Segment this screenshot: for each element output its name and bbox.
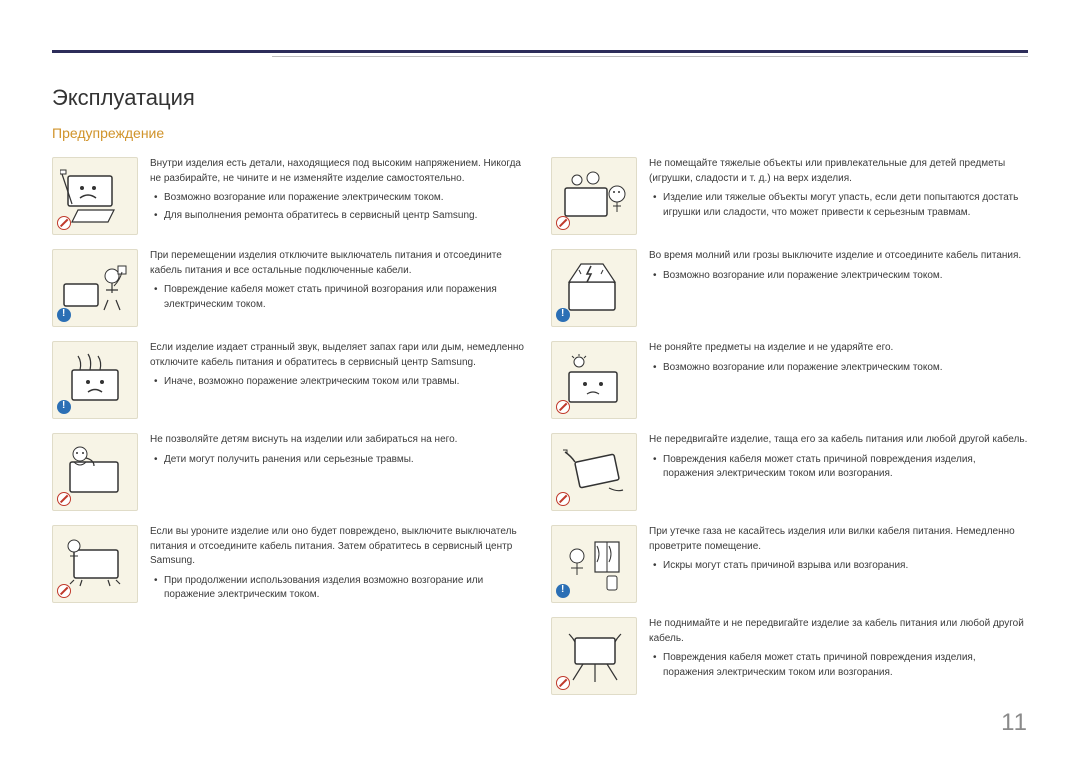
right-column: Не помещайте тяжелые объекты или привлек…: [551, 157, 1028, 709]
bullet: Возможно возгорание или поражение электр…: [649, 361, 1028, 376]
safety-item: При перемещении изделия отключите выключ…: [52, 249, 529, 327]
lead-text: При утечке газа не касайтесь изделия или…: [649, 525, 1028, 554]
safety-text: Если изделие издает странный звук, выдел…: [150, 341, 529, 419]
lead-text: Если изделие издает странный звук, выдел…: [150, 341, 529, 370]
safety-text: Во время молний или грозы выключите изде…: [649, 249, 1028, 327]
bullet: Искры могут стать причиной взрыва или во…: [649, 559, 1028, 574]
safety-item: Во время молний или грозы выключите изде…: [551, 249, 1028, 327]
safety-text: Внутри изделия есть детали, находящиеся …: [150, 157, 529, 235]
caution-icon: [57, 400, 71, 414]
caution-icon: [556, 584, 570, 598]
safety-item: Внутри изделия есть детали, находящиеся …: [52, 157, 529, 235]
safety-text: Не позволяйте детям виснуть на изделии и…: [150, 433, 529, 511]
left-column: Внутри изделия есть детали, находящиеся …: [52, 157, 529, 709]
bullet: Повреждение кабеля может стать причиной …: [150, 283, 529, 312]
illustration-no-impact: [551, 341, 637, 419]
illustration-no-lift-by-cable: [551, 617, 637, 695]
safety-item: Не роняйте предметы на изделие и не удар…: [551, 341, 1028, 419]
safety-item: Не передвигайте изделие, таща его за каб…: [551, 433, 1028, 511]
illustration-no-heavy-objects: [551, 157, 637, 235]
safety-text: При перемещении изделия отключите выключ…: [150, 249, 529, 327]
bullet: Дети могут получить ранения или серьезны…: [150, 453, 529, 468]
bullet: При продолжении использования изделия во…: [150, 574, 529, 603]
prohibit-icon: [556, 216, 570, 230]
illustration-dropped-damaged: [52, 525, 138, 603]
safety-text: Не помещайте тяжелые объекты или привлек…: [649, 157, 1028, 235]
page-number: 11: [1001, 709, 1028, 737]
prohibit-icon: [57, 216, 71, 230]
caution-icon: [556, 308, 570, 322]
lead-text: Не помещайте тяжелые объекты или привлек…: [649, 157, 1028, 186]
illustration-smoke-sound: [52, 341, 138, 419]
safety-text: Не роняйте предметы на изделие и не удар…: [649, 341, 1028, 419]
manual-page: Эксплуатация Предупреждение: [0, 0, 1080, 763]
lead-text: Внутри изделия есть детали, находящиеся …: [150, 157, 529, 186]
illustration-unplug-move: [52, 249, 138, 327]
lead-text: Не поднимайте и не передвигайте изделие …: [649, 617, 1028, 646]
warning-subheading: Предупреждение: [52, 125, 1028, 141]
safety-item: При утечке газа не касайтесь изделия или…: [551, 525, 1028, 603]
prohibit-icon: [57, 584, 71, 598]
safety-text: Не передвигайте изделие, таща его за каб…: [649, 433, 1028, 511]
safety-text: При утечке газа не касайтесь изделия или…: [649, 525, 1028, 603]
lead-text: Во время молний или грозы выключите изде…: [649, 249, 1028, 264]
bullet: Возможно возгорание или поражение электр…: [150, 191, 529, 206]
section-heading: Эксплуатация: [52, 85, 1028, 111]
lead-text: При перемещении изделия отключите выключ…: [150, 249, 529, 278]
bullet: Возможно возгорание или поражение электр…: [649, 269, 1028, 284]
illustration-no-pull-cable: [551, 433, 637, 511]
safety-item: Не помещайте тяжелые объекты или привлек…: [551, 157, 1028, 235]
safety-text: Если вы уроните изделие или оно будет по…: [150, 525, 529, 606]
bullet: Повреждения кабеля может стать причиной …: [649, 453, 1028, 482]
illustration-no-climb: [52, 433, 138, 511]
top-rule: [52, 50, 1028, 57]
safety-item: Не поднимайте и не передвигайте изделие …: [551, 617, 1028, 695]
safety-item: Не позволяйте детям виснуть на изделии и…: [52, 433, 529, 511]
illustration-lightning-unplug: [551, 249, 637, 327]
lead-text: Не роняйте предметы на изделие и не удар…: [649, 341, 1028, 356]
prohibit-icon: [556, 676, 570, 690]
prohibit-icon: [57, 492, 71, 506]
lead-text: Если вы уроните изделие или оно будет по…: [150, 525, 529, 569]
safety-item: Если изделие издает странный звук, выдел…: [52, 341, 529, 419]
safety-text: Не поднимайте и не передвигайте изделие …: [649, 617, 1028, 695]
lead-text: Не позволяйте детям виснуть на изделии и…: [150, 433, 529, 448]
bullet: Для выполнения ремонта обратитесь в серв…: [150, 209, 529, 224]
bullet: Повреждения кабеля может стать причиной …: [649, 651, 1028, 680]
safety-item: Если вы уроните изделие или оно будет по…: [52, 525, 529, 606]
bullet: Изделие или тяжелые объекты могут упасть…: [649, 191, 1028, 220]
illustration-gas-leak: [551, 525, 637, 603]
prohibit-icon: [556, 400, 570, 414]
prohibit-icon: [556, 492, 570, 506]
bullet: Иначе, возможно поражение электрическим …: [150, 375, 529, 390]
lead-text: Не передвигайте изделие, таща его за каб…: [649, 433, 1028, 448]
content-columns: Внутри изделия есть детали, находящиеся …: [52, 157, 1028, 709]
illustration-no-disassemble: [52, 157, 138, 235]
caution-icon: [57, 308, 71, 322]
